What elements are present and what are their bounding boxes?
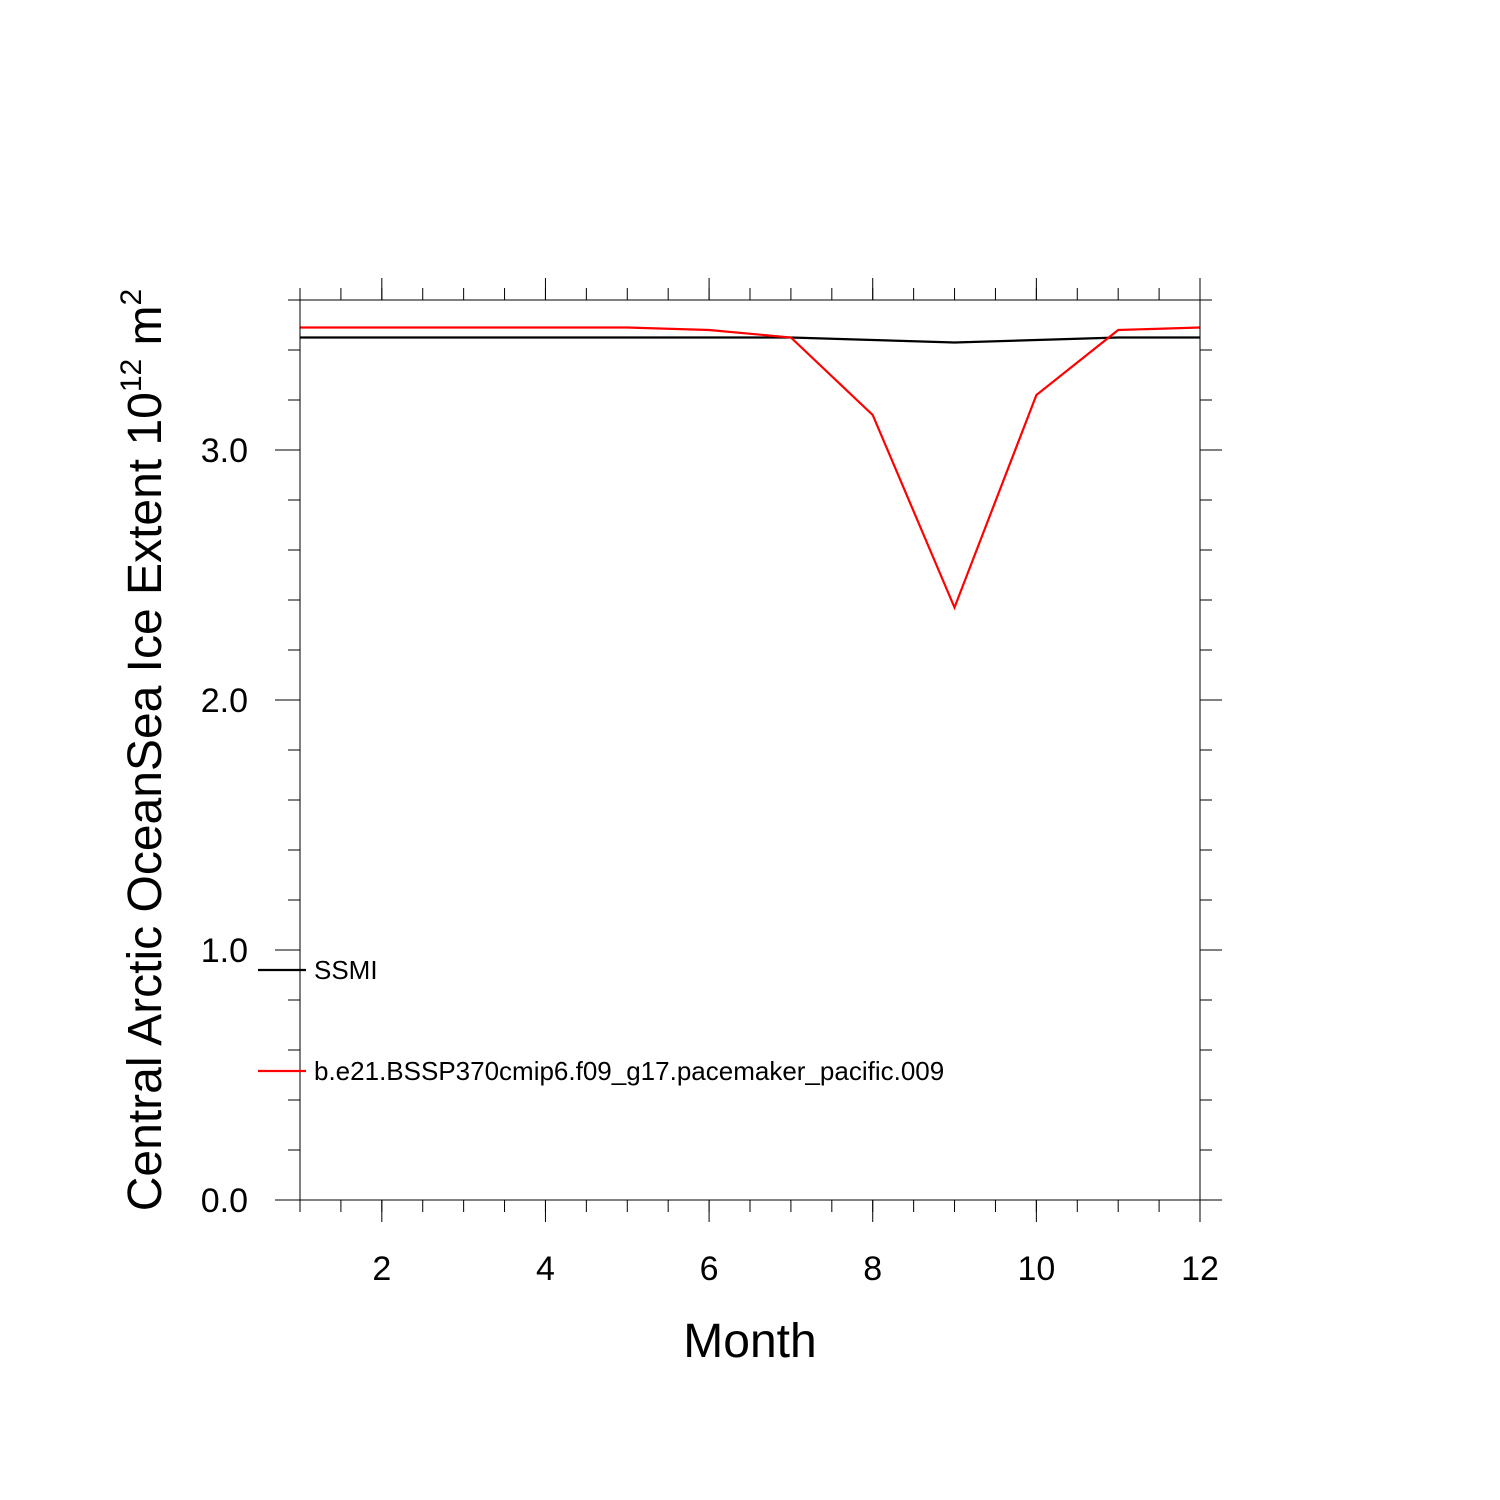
legend-label: b.e21.BSSP370cmip6.f09_g17.pacemaker_pac… (314, 1056, 944, 1086)
x-tick-label: 12 (1181, 1250, 1219, 1288)
y-tick-label: 3.0 (201, 432, 248, 470)
x-tick-label: 4 (536, 1250, 555, 1288)
major-ticks (275, 278, 1222, 1222)
x-tick-labels: 2 4 6 8 10 12 (372, 1250, 1219, 1288)
legend-label: SSMI (314, 955, 378, 985)
y-axis-title-unit: m (119, 305, 172, 358)
y-axis-title-unit-exponent: 2 (115, 289, 148, 306)
x-tick-label: 2 (372, 1250, 391, 1288)
y-tick-labels: 0.0 1.0 2.0 3.0 (201, 432, 248, 1220)
x-tick-label: 8 (863, 1250, 882, 1288)
x-axis-title: Month (683, 1315, 816, 1368)
series-lines (300, 326, 1201, 611)
plot-frame (299, 299, 1201, 1201)
y-axis-title-text: Central Arctic OceanSea Ice Extent 10 (119, 392, 172, 1211)
x-tick-label: 10 (1017, 1250, 1055, 1288)
series-line-model (300, 326, 1201, 611)
y-axis-title: Central Arctic OceanSea Ice Extent 1012 … (115, 289, 172, 1211)
y-tick-label: 1.0 (201, 932, 248, 970)
x-tick-label: 6 (700, 1250, 719, 1288)
legend: SSMI b.e21.BSSP370cmip6.f09_g17.pacemaker… (258, 955, 944, 1086)
series-line-ssmi (300, 336, 1200, 344)
y-axis-title-exponent: 12 (115, 359, 148, 392)
y-tick-label: 2.0 (201, 682, 248, 720)
y-tick-label: 0.0 (201, 1182, 248, 1220)
